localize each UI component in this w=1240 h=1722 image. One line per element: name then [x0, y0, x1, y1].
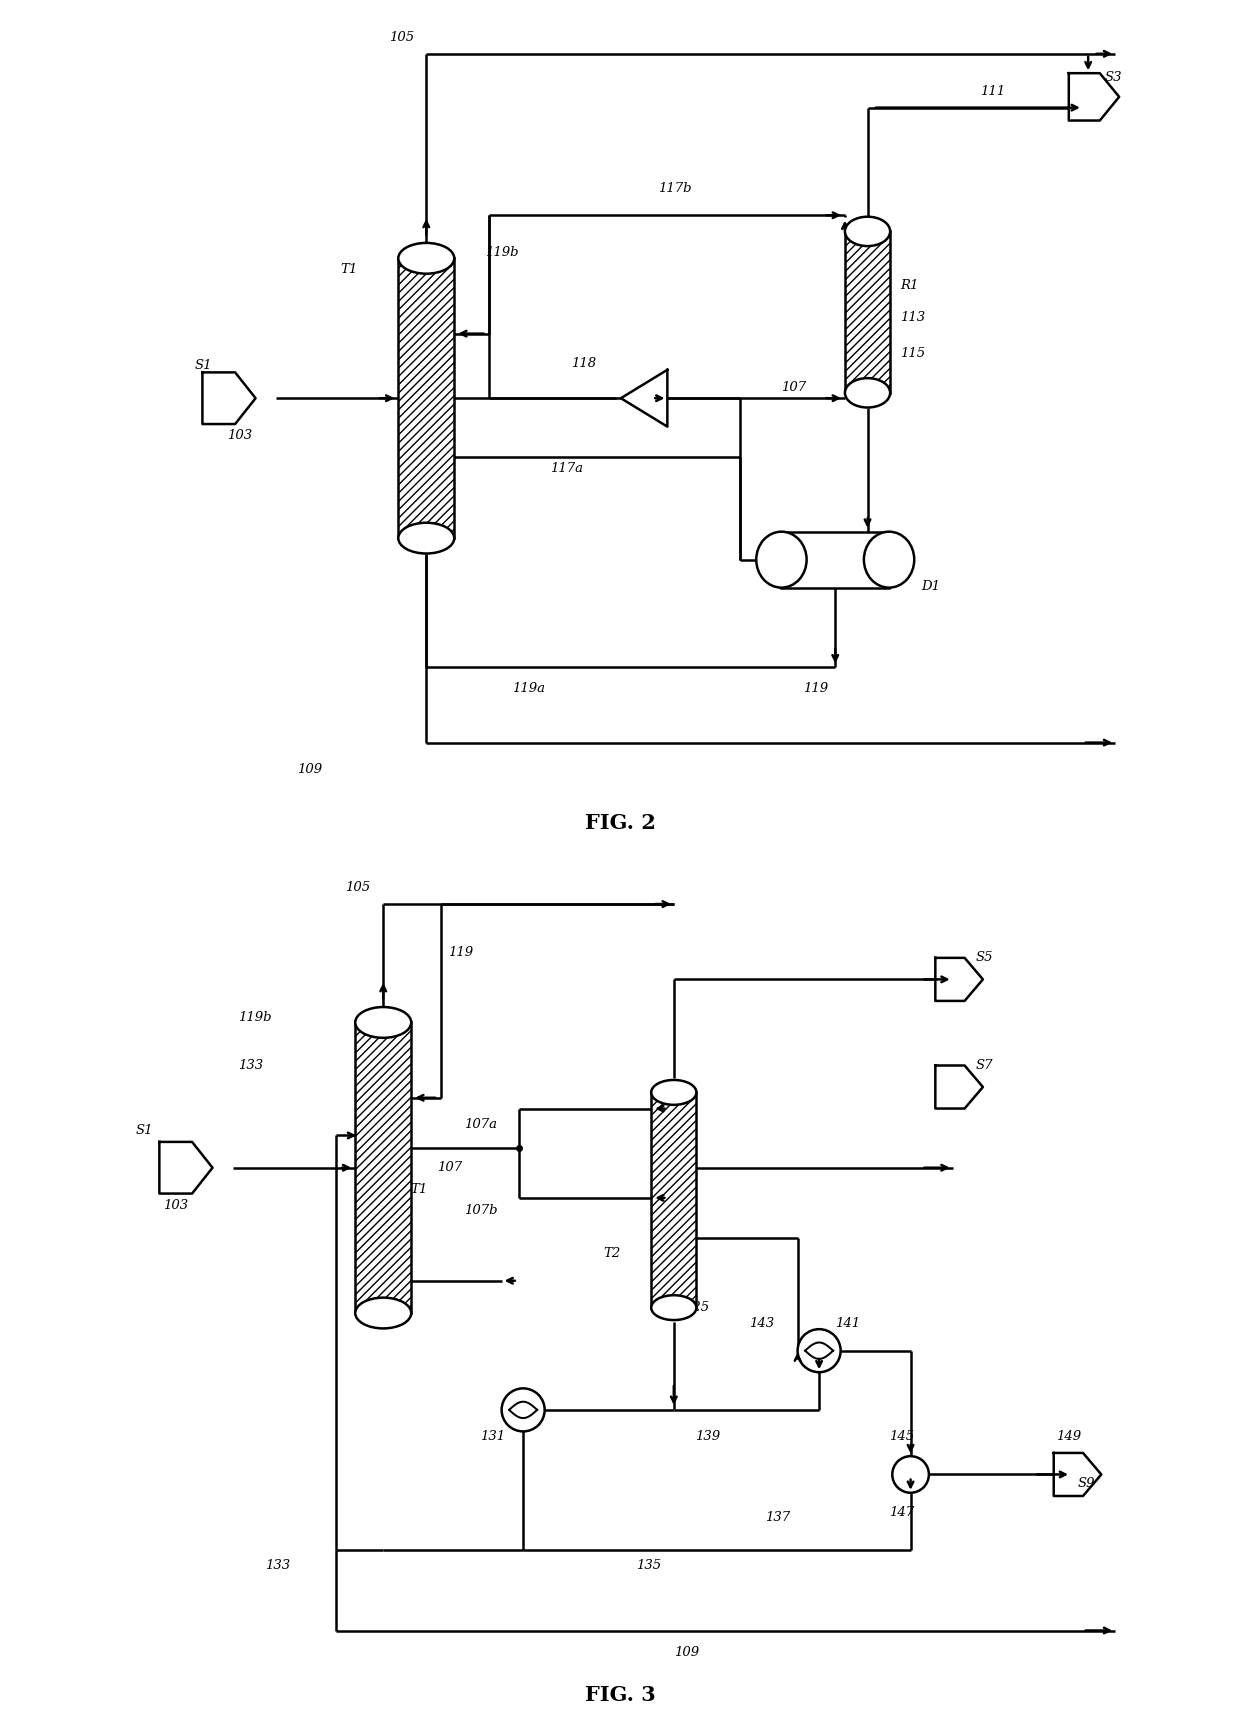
Text: 103: 103 [227, 429, 252, 443]
Text: 119b: 119b [486, 246, 520, 260]
Text: 117b: 117b [657, 183, 691, 195]
Text: 113: 113 [900, 312, 925, 324]
Text: 109: 109 [673, 1646, 699, 1658]
Text: 118: 118 [572, 356, 596, 370]
Text: 133: 133 [238, 1059, 263, 1073]
Text: S5: S5 [975, 951, 993, 964]
Text: 117a: 117a [551, 461, 583, 475]
Polygon shape [1054, 1453, 1101, 1496]
Circle shape [502, 1388, 544, 1431]
Bar [781, 532, 889, 587]
Text: T2: T2 [604, 1247, 621, 1261]
Text: 135: 135 [636, 1560, 661, 1572]
Text: T1: T1 [410, 1183, 428, 1195]
Text: D1: D1 [921, 580, 940, 592]
Text: 133: 133 [265, 1560, 290, 1572]
Ellipse shape [398, 523, 454, 553]
Text: 107: 107 [436, 1161, 463, 1174]
Circle shape [893, 1457, 929, 1493]
Ellipse shape [398, 243, 454, 274]
Text: 109: 109 [298, 763, 322, 777]
Text: S7: S7 [975, 1059, 993, 1073]
Ellipse shape [355, 1007, 412, 1038]
Ellipse shape [651, 1295, 697, 1321]
Text: 105: 105 [388, 31, 414, 45]
Polygon shape [202, 372, 255, 424]
Text: S3: S3 [1105, 71, 1122, 84]
Bar [398, 258, 454, 537]
Text: 119: 119 [804, 682, 828, 696]
Ellipse shape [355, 1298, 412, 1328]
Text: 107: 107 [781, 381, 806, 394]
Text: S1: S1 [195, 360, 212, 372]
Text: 149: 149 [1056, 1431, 1081, 1443]
Text: 139: 139 [696, 1431, 720, 1443]
Bar [651, 1092, 697, 1307]
Text: 105: 105 [346, 882, 371, 894]
Text: T1: T1 [340, 262, 357, 276]
Ellipse shape [844, 217, 890, 246]
Polygon shape [1069, 72, 1120, 121]
Bar [844, 231, 890, 393]
Text: 111: 111 [981, 84, 1006, 98]
Text: FIG. 3: FIG. 3 [584, 1686, 656, 1705]
Circle shape [797, 1329, 841, 1372]
Polygon shape [935, 957, 983, 1000]
Text: S9: S9 [1078, 1476, 1095, 1490]
Text: 119: 119 [448, 945, 472, 959]
Text: FIG. 2: FIG. 2 [584, 813, 656, 833]
Text: 115: 115 [900, 346, 925, 360]
Bar [355, 1023, 412, 1312]
Text: 137: 137 [765, 1510, 790, 1524]
Polygon shape [621, 370, 667, 427]
Text: 119a: 119a [512, 682, 546, 696]
Text: 143: 143 [749, 1317, 774, 1331]
Text: 103: 103 [162, 1199, 187, 1212]
Polygon shape [160, 1142, 212, 1193]
Ellipse shape [756, 532, 807, 587]
Bar [355, 1023, 412, 1312]
Text: 107a: 107a [464, 1118, 497, 1131]
Ellipse shape [651, 1080, 697, 1106]
Text: 107b: 107b [464, 1204, 497, 1217]
Ellipse shape [844, 379, 890, 408]
Text: 131: 131 [480, 1431, 505, 1443]
Text: 119b: 119b [238, 1011, 272, 1023]
Text: R1: R1 [900, 279, 918, 291]
Polygon shape [935, 1066, 983, 1109]
Text: 145: 145 [889, 1431, 914, 1443]
Bar [844, 231, 890, 393]
Text: 147: 147 [889, 1505, 914, 1519]
Text: 141: 141 [836, 1317, 861, 1331]
Ellipse shape [864, 532, 914, 587]
Bar [651, 1092, 697, 1307]
Text: 125: 125 [684, 1302, 709, 1314]
Bar [398, 258, 454, 537]
Text: S1: S1 [135, 1123, 154, 1137]
